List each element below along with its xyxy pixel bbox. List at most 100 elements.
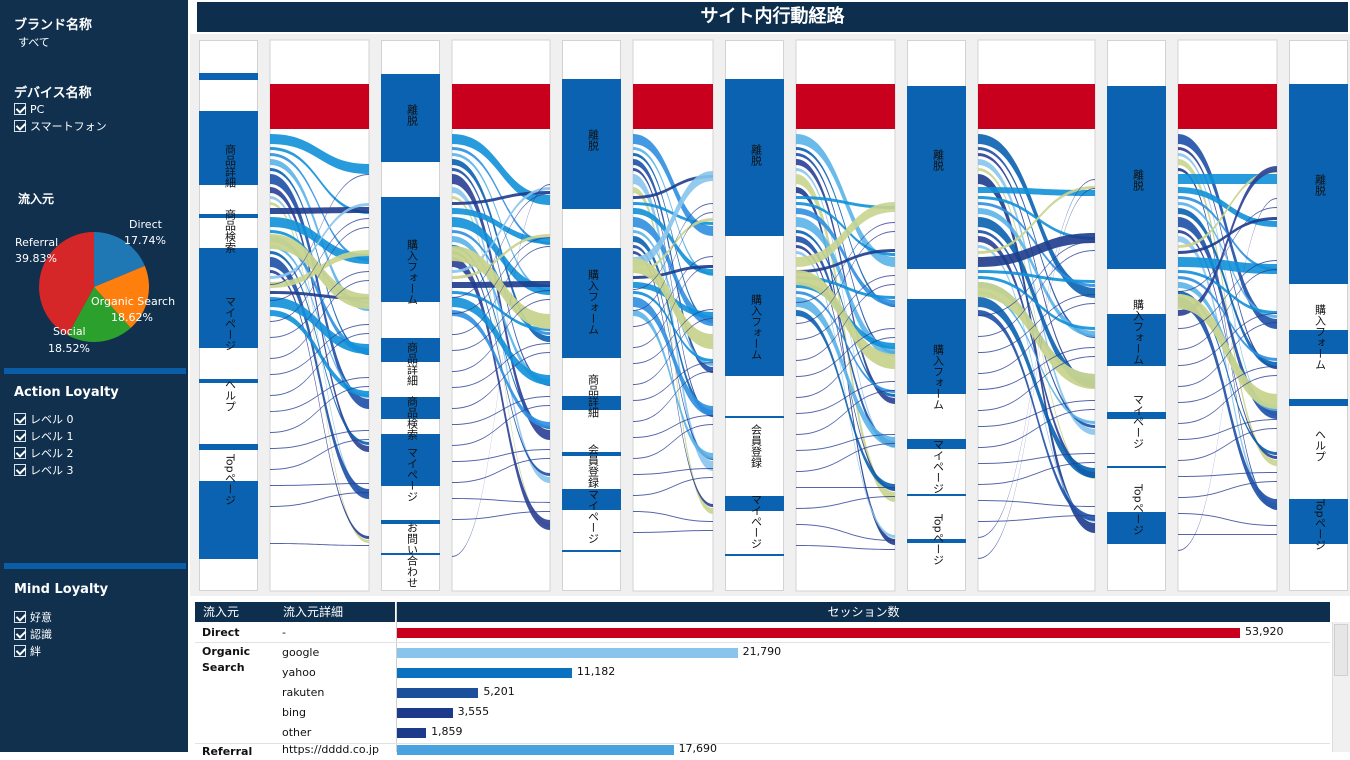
- flow-link[interactable]: [633, 511, 713, 522]
- flow-link[interactable]: [270, 147, 369, 214]
- flow-link[interactable]: [452, 299, 550, 372]
- flow-link[interactable]: [1178, 534, 1277, 535]
- flow-link[interactable]: [452, 184, 550, 557]
- flow-link[interactable]: [270, 159, 369, 311]
- flow-node-block[interactable]: [199, 481, 258, 559]
- flow-link[interactable]: [452, 251, 550, 476]
- flow-link[interactable]: [270, 174, 369, 409]
- flow-link[interactable]: [633, 84, 713, 129]
- flow-link[interactable]: [1178, 84, 1277, 129]
- flow-node-block[interactable]: [725, 554, 784, 556]
- flow-link[interactable]: [452, 257, 550, 530]
- flow-link[interactable]: [270, 324, 369, 375]
- flow-link[interactable]: [1178, 375, 1277, 424]
- flow-link[interactable]: [633, 309, 713, 364]
- flow-node-block[interactable]: [907, 494, 966, 496]
- flow-link[interactable]: [452, 246, 550, 329]
- flow-link[interactable]: [796, 284, 895, 361]
- flow-node-block[interactable]: [725, 496, 784, 511]
- flow-link[interactable]: [1178, 147, 1277, 369]
- flow-link[interactable]: [796, 328, 895, 377]
- flow-link[interactable]: [978, 276, 1095, 330]
- flow-link[interactable]: [1178, 170, 1277, 248]
- flow-link[interactable]: [1178, 472, 1277, 477]
- flow-link[interactable]: [1178, 428, 1277, 461]
- session-bar[interactable]: [397, 745, 674, 755]
- flow-link[interactable]: [796, 196, 895, 209]
- flow-link[interactable]: [1178, 208, 1277, 368]
- flow-link[interactable]: [796, 276, 895, 299]
- flow-link[interactable]: [796, 270, 895, 369]
- flow-link[interactable]: [796, 159, 895, 404]
- flow-link[interactable]: [270, 202, 369, 543]
- flow-link[interactable]: [978, 147, 1095, 338]
- flow-node-block[interactable]: [1107, 412, 1166, 419]
- flow-node-block[interactable]: [381, 197, 440, 302]
- flow-link[interactable]: [978, 84, 1095, 129]
- flow-link[interactable]: [633, 530, 713, 533]
- session-bar[interactable]: [397, 728, 427, 738]
- flow-link[interactable]: [796, 208, 895, 306]
- flow-link[interactable]: [633, 153, 713, 323]
- flow-link[interactable]: [633, 310, 713, 459]
- flow-link[interactable]: [978, 179, 1095, 538]
- flow-link[interactable]: [978, 174, 1095, 533]
- flow-link[interactable]: [270, 310, 369, 397]
- flow-link[interactable]: [1178, 217, 1277, 254]
- flow-link[interactable]: [270, 439, 369, 470]
- flow-link[interactable]: [978, 282, 1095, 389]
- flow-node-block[interactable]: [725, 276, 784, 376]
- flow-node-block[interactable]: [562, 248, 621, 358]
- flow-link[interactable]: [978, 291, 1095, 424]
- flow-node-block[interactable]: [1289, 84, 1348, 284]
- flow-link[interactable]: [978, 188, 1095, 559]
- flow-link[interactable]: [978, 347, 1095, 390]
- flow-link[interactable]: [270, 203, 369, 279]
- flow-link[interactable]: [633, 147, 713, 276]
- flow-node-block[interactable]: [1107, 314, 1166, 366]
- flow-link[interactable]: [978, 310, 1095, 521]
- flow-link[interactable]: [1178, 270, 1277, 314]
- session-bar[interactable]: [397, 668, 572, 678]
- flow-link[interactable]: [1178, 419, 1277, 440]
- checkbox-checked-icon[interactable]: [14, 447, 26, 459]
- flow-link[interactable]: [978, 356, 1095, 411]
- flow-node-block[interactable]: [199, 111, 258, 185]
- flow-link[interactable]: [452, 237, 550, 314]
- flow-link[interactable]: [633, 208, 713, 275]
- flow-link[interactable]: [633, 297, 713, 416]
- flow-node-block[interactable]: [562, 79, 621, 209]
- flow-link[interactable]: [978, 462, 1095, 485]
- flow-link[interactable]: [1178, 198, 1277, 551]
- flow-link[interactable]: [796, 297, 895, 447]
- device-checkbox-smartphone[interactable]: スマートフォン: [14, 118, 107, 134]
- flow-link[interactable]: [796, 84, 895, 129]
- flow-link[interactable]: [270, 492, 369, 507]
- flow-link[interactable]: [633, 168, 713, 417]
- flow-link[interactable]: [796, 381, 895, 414]
- flow-link[interactable]: [633, 171, 713, 267]
- pie-slice-direct[interactable]: [94, 232, 145, 287]
- checkbox-checked-icon[interactable]: [14, 430, 26, 442]
- flow-node-block[interactable]: [381, 397, 440, 419]
- flow-link[interactable]: [796, 202, 895, 256]
- flow-node-block[interactable]: [1107, 466, 1166, 468]
- flow-link[interactable]: [1178, 257, 1277, 274]
- checkbox-checked-icon[interactable]: [14, 645, 26, 657]
- flow-link[interactable]: [978, 453, 1095, 464]
- flow-link[interactable]: [452, 153, 550, 292]
- flow-link[interactable]: [1178, 481, 1277, 498]
- flow-node-block[interactable]: [562, 396, 621, 410]
- flow-link[interactable]: [796, 275, 895, 340]
- flow-link[interactable]: [270, 174, 369, 285]
- flow-link[interactable]: [1178, 260, 1277, 329]
- flow-link[interactable]: [633, 468, 713, 475]
- flow-link[interactable]: [978, 186, 1095, 254]
- flow-link[interactable]: [978, 270, 1095, 283]
- flow-link[interactable]: [978, 409, 1095, 448]
- checkbox-checked-icon[interactable]: [14, 120, 26, 132]
- flow-link[interactable]: [633, 318, 713, 385]
- flow-link[interactable]: [633, 371, 713, 422]
- flow-link[interactable]: [1178, 269, 1277, 350]
- action-checkbox-level2[interactable]: レベル 2: [14, 445, 74, 461]
